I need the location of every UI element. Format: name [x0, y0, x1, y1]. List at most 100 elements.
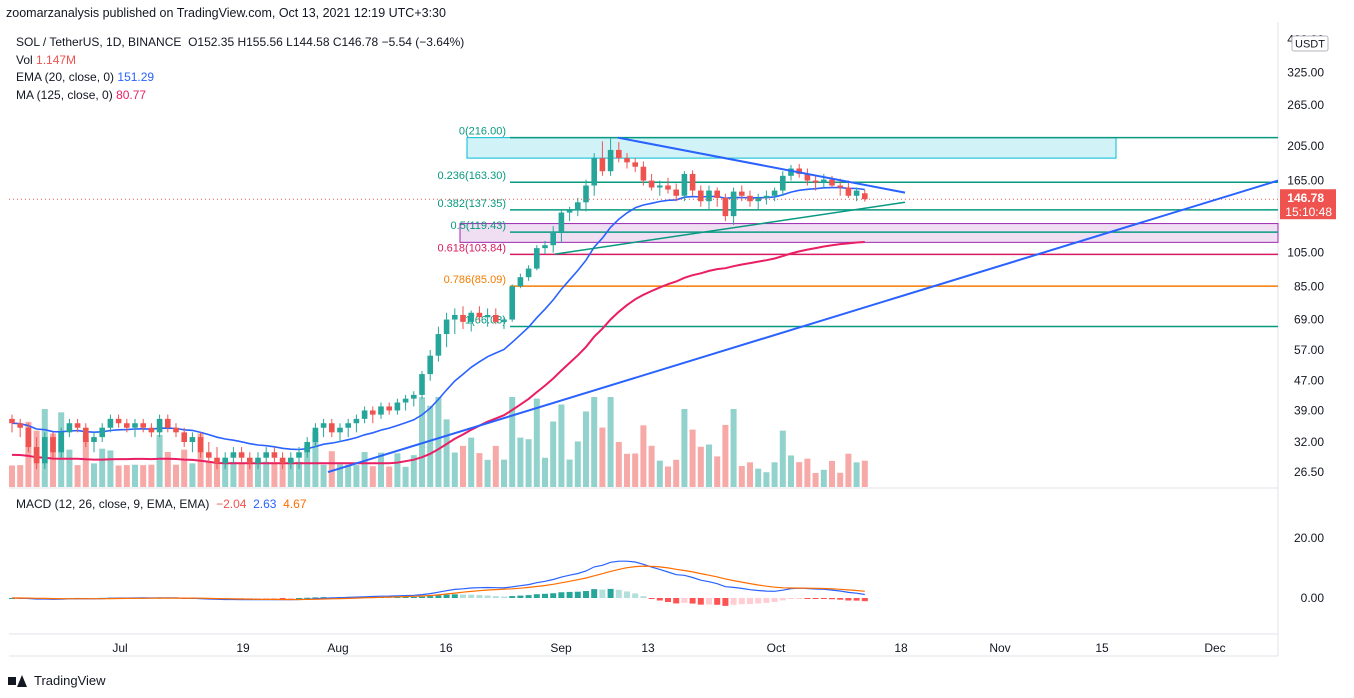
- volume-bar: [665, 466, 671, 487]
- candle-body: [484, 314, 491, 318]
- macd-histogram-bar: [279, 598, 286, 599]
- volume-bar: [460, 445, 466, 487]
- macd-label[interactable]: MACD (12, 26, close, 9, EMA, EMA): [16, 497, 210, 511]
- macd-histogram-bar: [804, 598, 811, 599]
- macd-histogram-bar: [648, 598, 655, 599]
- ema-row: EMA (20, close, 0) 151.29: [16, 69, 464, 87]
- time-tick-label: Oct: [767, 641, 786, 655]
- ma-row: MA (125, close, 0) 80.77: [16, 87, 464, 105]
- volume-bar: [189, 463, 196, 487]
- volume-bar: [451, 452, 458, 487]
- candle-body: [542, 245, 548, 249]
- currency-box: [1291, 35, 1329, 52]
- macd-histogram-bar: [632, 593, 639, 598]
- candle-body: [107, 418, 114, 428]
- price-tick-label: 57.00: [1294, 343, 1324, 357]
- macd-histogram-bar: [747, 598, 753, 605]
- price-tick-label: 165.00: [1287, 174, 1324, 188]
- price-tick-label: 39.00: [1294, 403, 1324, 417]
- fib-level-label: 0.5(119.43): [451, 220, 506, 232]
- price-tick-label: 205.00: [1287, 139, 1324, 153]
- candle-body: [452, 314, 458, 320]
- candle-body: [788, 168, 794, 176]
- supply-zone: [466, 137, 1117, 159]
- ma-label[interactable]: MA (125, close, 0): [16, 87, 113, 102]
- volume-bar: [140, 465, 147, 487]
- volume-bar: [427, 405, 434, 487]
- candle-body: [222, 457, 228, 464]
- macd-histogram-bar: [722, 598, 729, 606]
- candle-body: [624, 158, 630, 163]
- macd-histogram-bar: [599, 589, 606, 598]
- macd-histogram-bar: [246, 598, 253, 599]
- price-tick-label: 26.50: [1294, 465, 1324, 479]
- candle-body: [591, 158, 597, 186]
- macd-histogram-bar: [435, 595, 442, 598]
- macd-histogram-bar: [788, 598, 794, 599]
- candle-body: [83, 427, 89, 442]
- macd-signal-line: [12, 565, 865, 601]
- volume-bar: [320, 464, 327, 487]
- candle-body: [115, 418, 122, 424]
- candle-body: [599, 158, 606, 172]
- volume-bar: [312, 432, 319, 487]
- volume-bar: [115, 465, 122, 487]
- candle-body: [780, 175, 786, 191]
- fib-level-label: 0.236(163.30): [438, 170, 507, 182]
- volume-bar: [542, 457, 548, 487]
- macd-histogram-bar: [681, 598, 688, 603]
- candle-body: [255, 457, 261, 464]
- macd-histogram-bar: [484, 595, 491, 598]
- candle-body: [394, 402, 401, 411]
- candle-body: [796, 168, 802, 174]
- candle-body: [17, 423, 23, 428]
- macd-histogram-bar: [697, 598, 704, 605]
- candle-body: [739, 191, 745, 196]
- candle-body: [443, 319, 450, 335]
- macd-histogram-bar: [673, 598, 680, 604]
- candle-body: [42, 437, 48, 464]
- macd-histogram-bar: [845, 598, 852, 601]
- candle-body: [320, 423, 327, 428]
- candle-body: [214, 457, 220, 464]
- tradingview-logo-icon: [8, 674, 28, 687]
- candle-body: [206, 452, 212, 458]
- macd-histogram-bar: [427, 596, 434, 598]
- time-tick-label: 19: [236, 641, 250, 655]
- vol-label[interactable]: Vol: [16, 52, 33, 67]
- volume-bar: [304, 445, 311, 487]
- volume-bar: [402, 466, 409, 487]
- macd-histogram-bar: [566, 591, 573, 598]
- volume-bar: [279, 461, 286, 487]
- macd-histogram-bar: [779, 598, 786, 601]
- macd-histogram-bar: [533, 594, 540, 598]
- candles-layer[interactable]: [9, 137, 1278, 470]
- candle-body: [493, 314, 499, 322]
- macd-histogram-bar: [517, 595, 524, 598]
- ema-label[interactable]: EMA (20, close, 0): [16, 70, 115, 84]
- candle-body: [230, 452, 237, 458]
- macd-histogram-bar: [542, 593, 548, 598]
- candle-body: [747, 195, 753, 202]
- candle-body: [99, 427, 105, 438]
- price-tick-label: 265.00: [1287, 98, 1324, 112]
- volume-bar: [271, 462, 278, 487]
- candle-body: [378, 406, 384, 415]
- candle-body: [698, 190, 704, 202]
- candle-body: [706, 190, 712, 202]
- volume-bar: [771, 462, 778, 487]
- volume-bar: [361, 451, 368, 487]
- vol-value: 1.147M: [36, 52, 77, 67]
- volume-bar: [730, 409, 737, 487]
- macd-histogram-bar: [829, 598, 835, 600]
- long-term-trendline: [327, 179, 1279, 474]
- time-tick-label: Sep: [550, 641, 572, 655]
- candle-body: [730, 191, 737, 217]
- symbol-label[interactable]: SOL / TetherUS, 1D, BINANCE: [16, 35, 182, 49]
- macd-histogram-bar: [263, 598, 270, 599]
- brand-label: TradingView: [34, 673, 106, 688]
- candle-body: [58, 432, 64, 453]
- trendlines[interactable]: [327, 136, 1279, 474]
- time-tick-label: Jul: [112, 641, 127, 655]
